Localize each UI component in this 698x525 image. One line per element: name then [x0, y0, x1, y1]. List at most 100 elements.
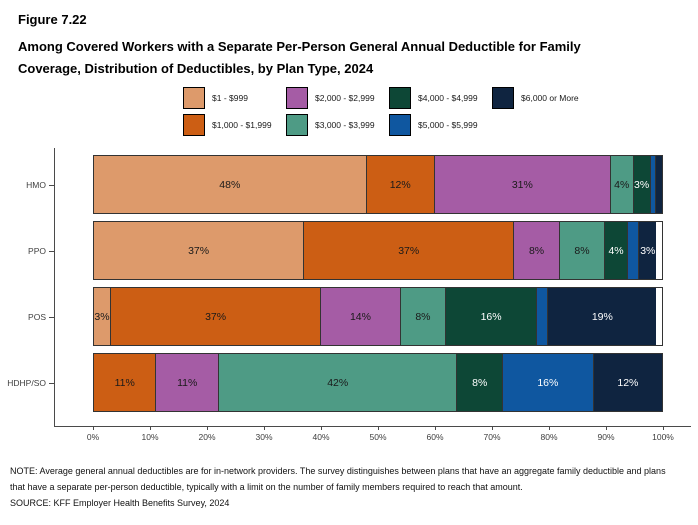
- segment-value-label: 37%: [398, 244, 420, 257]
- bar-segment: 3%: [639, 222, 657, 279]
- segment-value-label: 16%: [480, 310, 502, 323]
- legend-item: $6,000 or More: [492, 86, 595, 109]
- segment-value-label: 31%: [511, 178, 533, 191]
- figure-footer: NOTE: Average general annual deductibles…: [10, 464, 682, 512]
- legend-label: $1 - $999: [212, 92, 248, 103]
- bar-segment: 11%: [156, 354, 219, 411]
- category-tick: [49, 382, 54, 384]
- segment-value-label: 48%: [219, 178, 241, 191]
- y-axis-line: [54, 148, 55, 426]
- chart-row: PPO 37% 37% 8% 8% 4% 3%: [0, 221, 698, 280]
- segment-value-label: 37%: [205, 310, 227, 323]
- segment-value-label: 14%: [349, 310, 371, 323]
- segment-value-label: 3%: [94, 310, 110, 323]
- legend-swatch-icon: [286, 86, 308, 109]
- bar-segment: 14%: [321, 288, 401, 345]
- legend-swatch-icon: [492, 86, 514, 109]
- segment-value-label: 8%: [574, 244, 590, 257]
- figure-number: Figure 7.22: [18, 12, 87, 27]
- x-axis-tick: [264, 426, 265, 430]
- legend-label: $1,000 - $1,999: [212, 119, 272, 130]
- bar-segment: 8%: [400, 288, 447, 345]
- legend-swatch-icon: [389, 86, 411, 109]
- segment-value-label: 19%: [591, 310, 613, 323]
- x-axis-tick: [492, 426, 493, 430]
- category-tick: [49, 250, 54, 252]
- segment-value-label: 12%: [617, 376, 639, 389]
- bar-segment: 12%: [366, 156, 435, 213]
- bar-segment: [650, 156, 657, 213]
- segment-value-label: 16%: [537, 376, 559, 389]
- bar-segment: 37%: [111, 288, 322, 345]
- note-text: NOTE: Average general annual deductibles…: [10, 466, 666, 492]
- x-axis-tick: [207, 426, 208, 430]
- bar-segment: 31%: [434, 156, 611, 213]
- category-label: HMO: [26, 179, 46, 190]
- x-axis-tick-label: 80%: [540, 432, 558, 442]
- bar-segment: 37%: [304, 222, 515, 279]
- segment-value-label: 3%: [640, 244, 656, 257]
- legend-swatch-icon: [183, 86, 205, 109]
- bar-segment: 4%: [605, 222, 628, 279]
- legend-swatch-icon: [286, 113, 308, 136]
- segment-value-label: 4%: [614, 178, 630, 191]
- stacked-bar: 48% 12% 31% 4% 3%: [93, 155, 663, 214]
- segment-value-label: 8%: [528, 244, 545, 257]
- figure-title-line-1: Among Covered Workers with a Separate Pe…: [18, 39, 581, 54]
- x-axis-tick-label: 50%: [369, 432, 387, 442]
- legend-label: $2,000 - $2,999: [315, 92, 375, 103]
- bar-segment: 12%: [593, 354, 662, 411]
- figure-header: Figure 7.22 Among Covered Workers with a…: [18, 12, 684, 80]
- segment-value-label: 4%: [608, 244, 624, 257]
- legend-item: $3,000 - $3,999: [286, 113, 389, 136]
- bar-segment: 3%: [633, 156, 651, 213]
- legend-label: $5,000 - $5,999: [418, 119, 478, 130]
- bar-segment: 16%: [502, 354, 594, 411]
- chart-row: HMO 48% 12% 31% 4% 3%: [0, 155, 698, 214]
- legend-item: $1 - $999: [183, 86, 286, 109]
- x-axis-tick: [378, 426, 379, 430]
- bar-segment: 19%: [548, 288, 657, 345]
- stacked-bar: 11% 11% 42% 8% 16% 12%: [93, 353, 663, 412]
- legend-label: $3,000 - $3,999: [315, 119, 375, 130]
- x-axis-tick-label: 40%: [312, 432, 330, 442]
- segment-value-label: 8%: [415, 310, 431, 323]
- legend-item: $1,000 - $1,999: [183, 113, 286, 136]
- category-label: HDHP/SO: [7, 377, 46, 388]
- bar-segment: 8%: [559, 222, 606, 279]
- chart-legend: $1 - $999 $1,000 - $1,999 $2,000 - $2,999 $…: [183, 86, 595, 140]
- bar-segment: 4%: [610, 156, 634, 213]
- x-axis-tick: [321, 426, 322, 430]
- bar-segment: 8%: [457, 354, 503, 411]
- legend-item: $2,000 - $2,999: [286, 86, 389, 109]
- segment-value-label: 42%: [327, 376, 349, 389]
- x-axis-line: [54, 426, 691, 427]
- bar-segment: 11%: [94, 354, 157, 411]
- legend-item: $5,000 - $5,999: [389, 113, 492, 136]
- x-axis-tick-label: 60%: [426, 432, 444, 442]
- x-axis-tick: [606, 426, 607, 430]
- category-label: PPO: [28, 245, 46, 256]
- stacked-bar: 37% 37% 8% 8% 4% 3%: [93, 221, 663, 280]
- x-axis-tick: [549, 426, 550, 430]
- x-axis-tick-label: 10%: [141, 432, 159, 442]
- bar-segment: 42%: [218, 354, 458, 411]
- segment-value-label: 37%: [188, 244, 210, 257]
- x-axis-tick-label: 30%: [255, 432, 273, 442]
- x-axis-tick: [150, 426, 151, 430]
- legend-item: $4,000 - $4,999: [389, 86, 492, 109]
- segment-value-label: 3%: [634, 178, 650, 191]
- category-label: POS: [28, 311, 46, 322]
- chart-row: HDHP/SO 11% 11% 42% 8% 16% 12%: [0, 353, 698, 412]
- x-axis-tick-label: 0%: [86, 432, 100, 442]
- segment-value-label: 12%: [389, 178, 411, 191]
- category-tick: [49, 184, 54, 186]
- legend-swatch-icon: [389, 113, 411, 136]
- legend-label: $4,000 - $4,999: [418, 92, 478, 103]
- bar-segment: 48%: [94, 156, 367, 213]
- bar-segment: 37%: [94, 222, 305, 279]
- stacked-bar: 3% 37% 14% 8% 16% 19%: [93, 287, 663, 346]
- bar-segment: 3%: [94, 288, 112, 345]
- segment-value-label: 11%: [114, 376, 135, 389]
